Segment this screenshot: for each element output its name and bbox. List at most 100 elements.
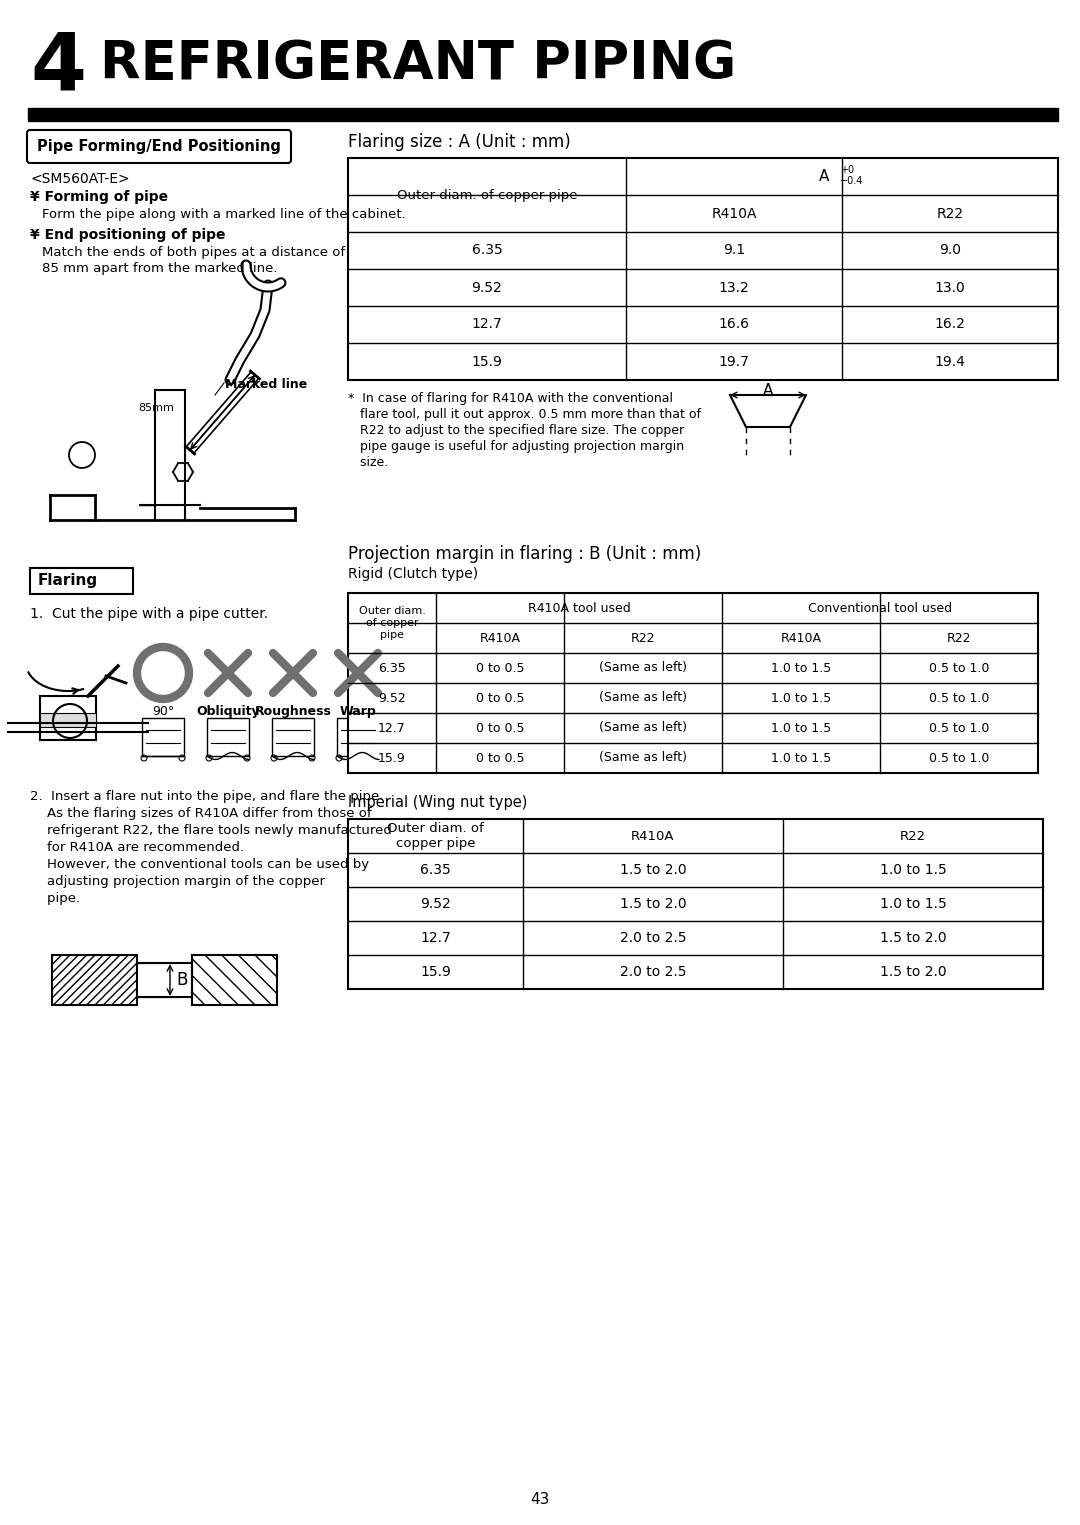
Text: 4: 4 xyxy=(30,30,86,108)
Text: Flaring: Flaring xyxy=(38,573,98,589)
Text: *  In case of flaring for R410A with the conventional: * In case of flaring for R410A with the … xyxy=(348,392,673,406)
Text: for R410A are recommended.: for R410A are recommended. xyxy=(30,840,244,854)
Text: Imperial (Wing nut type): Imperial (Wing nut type) xyxy=(348,795,527,810)
Text: 12.7: 12.7 xyxy=(420,930,450,946)
Text: 12.7: 12.7 xyxy=(472,317,502,331)
Text: Marked line: Marked line xyxy=(225,378,307,390)
Text: R410A: R410A xyxy=(480,631,521,645)
Bar xyxy=(30,567,133,595)
Text: refrigerant R22, the flare tools newly manufactured: refrigerant R22, the flare tools newly m… xyxy=(30,824,392,837)
Bar xyxy=(141,718,184,756)
Text: 0.5 to 1.0: 0.5 to 1.0 xyxy=(929,721,989,735)
Text: 1.0 to 1.5: 1.0 to 1.5 xyxy=(771,721,832,735)
Text: 2.0 to 2.5: 2.0 to 2.5 xyxy=(620,930,686,946)
Bar xyxy=(52,955,137,1005)
Text: <SM560AT-E>: <SM560AT-E> xyxy=(30,172,130,186)
Text: 12.7: 12.7 xyxy=(378,721,406,735)
Text: 1.0 to 1.5: 1.0 to 1.5 xyxy=(879,897,946,910)
Text: 19.4: 19.4 xyxy=(934,354,966,369)
Text: 1.5 to 2.0: 1.5 to 2.0 xyxy=(620,897,686,910)
Text: However, the conventional tools can be used by: However, the conventional tools can be u… xyxy=(30,859,369,871)
Text: 1.0 to 1.5: 1.0 to 1.5 xyxy=(879,863,946,877)
Text: R410A tool used: R410A tool used xyxy=(528,601,631,615)
Bar xyxy=(28,108,1058,120)
Text: REFRIGERANT PIPING: REFRIGERANT PIPING xyxy=(100,38,737,90)
Text: Outer diam.
of copper
pipe: Outer diam. of copper pipe xyxy=(359,607,426,639)
Text: ¥ End positioning of pipe: ¥ End positioning of pipe xyxy=(30,229,226,242)
Text: R22: R22 xyxy=(631,631,656,645)
Text: 43: 43 xyxy=(530,1491,550,1507)
Text: 16.2: 16.2 xyxy=(934,317,966,331)
Text: Outer diam. of copper pipe: Outer diam. of copper pipe xyxy=(396,189,577,201)
Text: R22: R22 xyxy=(900,830,926,842)
Text: 6.35: 6.35 xyxy=(420,863,450,877)
Text: 0 to 0.5: 0 to 0.5 xyxy=(476,721,524,735)
Text: (Same as left): (Same as left) xyxy=(599,662,687,674)
Text: R22 to adjust to the specified flare size. The copper: R22 to adjust to the specified flare siz… xyxy=(348,424,684,438)
Bar xyxy=(337,718,379,756)
Text: 1.5 to 2.0: 1.5 to 2.0 xyxy=(880,965,946,979)
Bar xyxy=(348,159,1058,380)
Text: size.: size. xyxy=(348,456,388,470)
Text: pipe gauge is useful for adjusting projection margin: pipe gauge is useful for adjusting proje… xyxy=(348,441,684,453)
Text: 0 to 0.5: 0 to 0.5 xyxy=(476,752,524,764)
Text: Projection margin in flaring : B (Unit : mm): Projection margin in flaring : B (Unit :… xyxy=(348,544,701,563)
Text: 9.0: 9.0 xyxy=(939,244,961,258)
Text: R410A: R410A xyxy=(781,631,822,645)
Text: 90°: 90° xyxy=(152,705,174,718)
Text: +0: +0 xyxy=(840,165,854,175)
Bar xyxy=(348,593,1038,773)
Text: flare tool, pull it out approx. 0.5 mm more than that of: flare tool, pull it out approx. 0.5 mm m… xyxy=(348,409,701,421)
Text: −0.4: −0.4 xyxy=(840,175,863,186)
Text: 9.52: 9.52 xyxy=(472,281,502,294)
Text: 19.7: 19.7 xyxy=(718,354,750,369)
Text: R410A: R410A xyxy=(712,206,757,221)
Text: 1.5 to 2.0: 1.5 to 2.0 xyxy=(880,930,946,946)
Text: 13.2: 13.2 xyxy=(718,281,750,294)
Text: 15.9: 15.9 xyxy=(420,965,451,979)
Text: A: A xyxy=(762,383,773,398)
Text: R22: R22 xyxy=(936,206,963,221)
Text: 1.0 to 1.5: 1.0 to 1.5 xyxy=(771,662,832,674)
Text: adjusting projection margin of the copper: adjusting projection margin of the coppe… xyxy=(30,875,325,888)
Text: R22: R22 xyxy=(947,631,971,645)
Text: (Same as left): (Same as left) xyxy=(599,691,687,705)
Text: 15.9: 15.9 xyxy=(378,752,406,764)
Text: Conventional tool used: Conventional tool used xyxy=(808,601,953,615)
Text: Warp: Warp xyxy=(339,705,376,718)
Text: Roughness: Roughness xyxy=(255,705,332,718)
Bar xyxy=(207,718,249,756)
Text: 1.5 to 2.0: 1.5 to 2.0 xyxy=(620,863,686,877)
Text: 2.0 to 2.5: 2.0 to 2.5 xyxy=(620,965,686,979)
Text: 1.0 to 1.5: 1.0 to 1.5 xyxy=(771,752,832,764)
Text: R410A: R410A xyxy=(631,830,675,842)
Text: Obliquity: Obliquity xyxy=(197,705,260,718)
Text: 9.52: 9.52 xyxy=(420,897,450,910)
Text: 9.1: 9.1 xyxy=(723,244,745,258)
Text: 0 to 0.5: 0 to 0.5 xyxy=(476,662,524,674)
Bar xyxy=(40,695,96,740)
Text: Pipe Forming/End Positioning: Pipe Forming/End Positioning xyxy=(37,139,281,154)
Bar xyxy=(40,714,96,727)
Bar xyxy=(192,955,276,1005)
Text: 1.0 to 1.5: 1.0 to 1.5 xyxy=(771,691,832,705)
Text: 9.52: 9.52 xyxy=(378,691,406,705)
Text: 15.9: 15.9 xyxy=(472,354,502,369)
Text: A: A xyxy=(819,169,829,185)
Text: 6.35: 6.35 xyxy=(378,662,406,674)
Text: 0 to 0.5: 0 to 0.5 xyxy=(476,691,524,705)
Text: (Same as left): (Same as left) xyxy=(599,752,687,764)
Text: 2.  Insert a flare nut into the pipe, and flare the pipe.: 2. Insert a flare nut into the pipe, and… xyxy=(30,790,383,804)
Text: As the flaring sizes of R410A differ from those of: As the flaring sizes of R410A differ fro… xyxy=(30,807,372,820)
Text: 0.5 to 1.0: 0.5 to 1.0 xyxy=(929,691,989,705)
Text: 13.0: 13.0 xyxy=(934,281,966,294)
FancyBboxPatch shape xyxy=(27,130,291,163)
Text: 1.  Cut the pipe with a pipe cutter.: 1. Cut the pipe with a pipe cutter. xyxy=(30,607,268,621)
Text: pipe.: pipe. xyxy=(30,892,80,904)
Text: Form the pipe along with a marked line of the cabinet.: Form the pipe along with a marked line o… xyxy=(42,207,406,221)
Text: ¥ Forming of pipe: ¥ Forming of pipe xyxy=(30,191,168,204)
Text: (Same as left): (Same as left) xyxy=(599,721,687,735)
Text: 6.35: 6.35 xyxy=(472,244,502,258)
Text: 0.5 to 1.0: 0.5 to 1.0 xyxy=(929,662,989,674)
Text: Match the ends of both pipes at a distance of: Match the ends of both pipes at a distan… xyxy=(42,246,346,259)
